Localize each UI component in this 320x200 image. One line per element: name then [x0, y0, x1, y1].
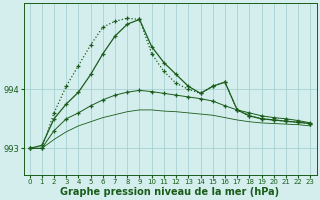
X-axis label: Graphe pression niveau de la mer (hPa): Graphe pression niveau de la mer (hPa)	[60, 187, 280, 197]
